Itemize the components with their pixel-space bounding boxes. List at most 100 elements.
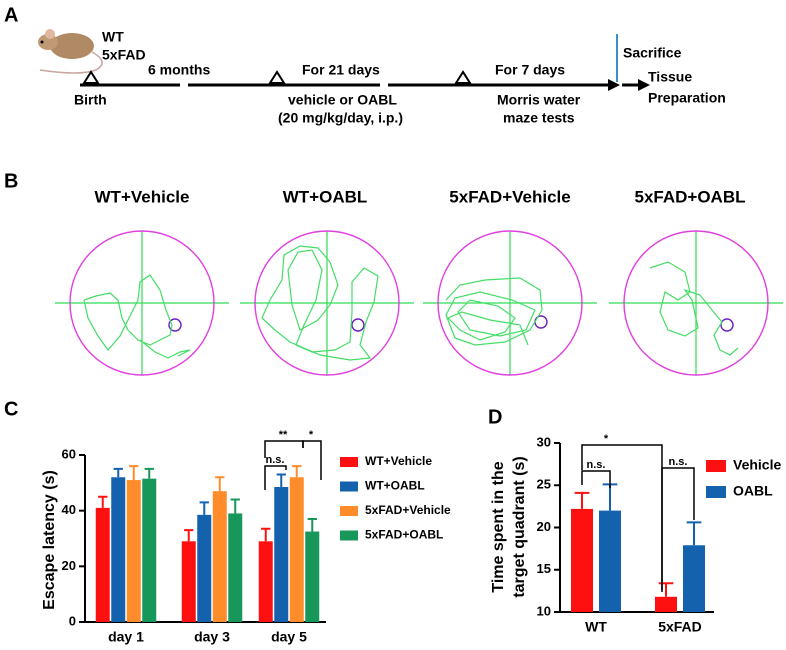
end-label: Sacrifice xyxy=(623,45,682,61)
test-label: maze tests xyxy=(503,110,575,126)
significance-bracket xyxy=(264,465,287,490)
bar xyxy=(197,514,212,622)
y-tick-label: 30 xyxy=(537,434,551,449)
error-bar xyxy=(276,473,286,488)
bar xyxy=(228,513,243,622)
y-axis-label: Escape latency (s) xyxy=(41,470,58,610)
y-tick-label: 20 xyxy=(62,558,76,573)
legend-swatch xyxy=(706,460,726,472)
bar xyxy=(571,508,593,612)
significance-label: * xyxy=(309,429,314,441)
test-label: Morris water xyxy=(497,92,581,108)
timepoint xyxy=(268,70,286,84)
significance-bracket xyxy=(302,440,322,480)
significance-label: * xyxy=(604,433,609,445)
error-bar xyxy=(184,529,194,542)
y-tick-label: 10 xyxy=(537,603,551,618)
period-label: For 21 days xyxy=(302,62,380,78)
track-plot xyxy=(55,230,229,376)
arrow xyxy=(638,79,650,91)
panel-label: B xyxy=(4,170,18,192)
legend-swatch xyxy=(340,530,358,541)
legend-label: WT+Vehicle xyxy=(365,454,432,468)
mouse-icon xyxy=(38,29,103,74)
bar xyxy=(655,596,677,612)
treatment-label: vehicle or OABL xyxy=(288,92,397,108)
error-bar xyxy=(686,521,702,546)
legend-swatch xyxy=(706,486,726,498)
significance-label: n.s. xyxy=(587,459,606,471)
bar xyxy=(181,541,196,622)
significance-label: ** xyxy=(279,429,288,441)
error-bar xyxy=(98,495,108,508)
legend-swatch xyxy=(340,457,358,467)
panel-label: C xyxy=(4,398,18,420)
bar xyxy=(683,545,705,612)
error-bar xyxy=(307,518,317,532)
y-tick-label: 25 xyxy=(537,477,551,492)
bar xyxy=(126,480,141,622)
legend-label: Vehicle xyxy=(733,457,781,473)
strain-label: WT xyxy=(102,29,124,45)
legend-label: 5xFAD+OABL xyxy=(365,528,443,542)
y-tick-label: 0 xyxy=(69,613,76,628)
legend-label: 5xFAD+Vehicle xyxy=(365,503,451,517)
end-label: Preparation xyxy=(648,90,726,106)
legend-label: WT+OABL xyxy=(365,479,425,493)
error-bar xyxy=(230,498,240,514)
panel-a: A WT 5xFAD 6 months For 21 days For 7 da… xyxy=(4,4,726,125)
strain-label: 5xFAD xyxy=(102,47,146,63)
y-tick-label: 60 xyxy=(62,446,76,461)
track-title: WT+OABL xyxy=(283,187,368,206)
error-bar xyxy=(113,467,123,478)
x-tick-label: day 3 xyxy=(194,629,230,645)
timepoint xyxy=(82,70,100,84)
error-bar xyxy=(199,501,209,515)
bar xyxy=(305,531,320,622)
significance-label: n.s. xyxy=(669,456,688,468)
track-title: WT+Vehicle xyxy=(95,187,190,206)
error-bar xyxy=(574,491,590,509)
x-tick-label: day 1 xyxy=(108,629,144,645)
track-plot xyxy=(609,230,783,376)
error-bar xyxy=(292,465,302,478)
track-plot xyxy=(423,230,597,376)
treatment-label: (20 mg/kg/day, i.p.) xyxy=(278,110,403,126)
bar xyxy=(95,507,110,622)
bar xyxy=(111,477,126,622)
legend-swatch xyxy=(340,481,358,492)
x-tick-label: day 5 xyxy=(271,629,307,645)
error-bar xyxy=(658,582,674,597)
bar xyxy=(599,510,621,612)
track-plot xyxy=(240,230,414,376)
panel-b: B WT+Vehicle WT+OABL 5xFAD+Vehicle 5xFAD… xyxy=(4,170,783,376)
error-bar xyxy=(215,476,225,492)
error-bar xyxy=(129,465,139,481)
y-axis-label: target quadrant (s) xyxy=(511,456,528,597)
end-label: Tissue xyxy=(648,69,692,85)
bar xyxy=(258,541,273,622)
charts: C Escape latency (s) 0 20 40 60 day 1 day 3 day … xyxy=(4,398,781,644)
bar xyxy=(289,477,304,622)
x-tick-label: 5xFAD xyxy=(658,619,702,635)
bar xyxy=(142,478,157,622)
bar xyxy=(274,487,289,622)
legend-swatch xyxy=(340,506,358,516)
significance-bracket xyxy=(581,470,611,488)
panel-label: D xyxy=(488,406,502,428)
y-axis-label: Time spent in the xyxy=(490,461,507,592)
x-tick-label: WT xyxy=(585,619,607,635)
period-label: 6 months xyxy=(148,62,210,78)
significance-label: n.s. xyxy=(266,454,285,466)
period-label: For 7 days xyxy=(495,62,565,78)
y-tick-label: 15 xyxy=(537,561,551,576)
bar xyxy=(212,491,227,622)
significance-bracket xyxy=(661,467,695,590)
legend-label: OABL xyxy=(733,483,773,499)
timepoint xyxy=(454,70,472,84)
y-tick-label: 20 xyxy=(537,519,551,534)
error-bar xyxy=(144,467,154,479)
panel-label: A xyxy=(4,4,18,26)
error-bar xyxy=(261,527,271,542)
